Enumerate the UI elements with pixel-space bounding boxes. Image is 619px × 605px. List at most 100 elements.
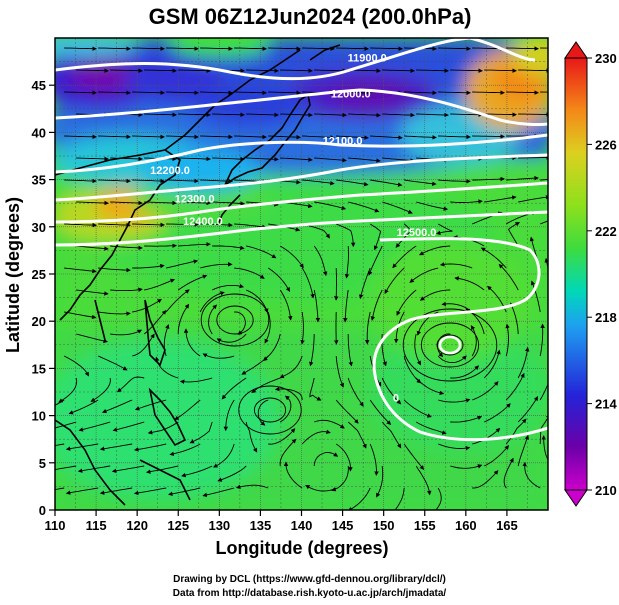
streamline	[336, 46, 369, 51]
streamline	[510, 302, 519, 335]
streamline	[438, 90, 471, 96]
streamline	[404, 179, 437, 186]
streamline	[65, 443, 99, 451]
streamline	[551, 302, 553, 334]
streamline	[403, 399, 432, 418]
streamline	[507, 222, 520, 247]
streamline	[251, 377, 281, 394]
streamline	[404, 90, 437, 96]
streamline	[392, 245, 417, 269]
contour-label: 12100.0	[323, 136, 363, 148]
streamline	[518, 68, 548, 73]
x-tick-label: 150	[373, 518, 395, 533]
streamline	[246, 245, 277, 259]
streamline	[450, 199, 483, 204]
streamline	[470, 325, 477, 357]
streamline	[343, 289, 349, 323]
streamline	[484, 68, 517, 73]
streamline	[300, 311, 305, 345]
streamline	[98, 355, 128, 371]
streamline	[503, 457, 514, 489]
streamline	[358, 267, 371, 300]
streamline	[347, 421, 367, 449]
streamline	[505, 323, 510, 357]
streamline	[202, 353, 235, 359]
streamline	[454, 276, 485, 291]
circulation-ring	[253, 397, 287, 423]
streamline	[144, 243, 177, 248]
streamline	[55, 399, 65, 406]
streamline	[314, 112, 347, 118]
streamline	[314, 419, 345, 429]
streamline	[435, 223, 453, 235]
streamline	[518, 195, 548, 203]
streamline	[99, 443, 133, 451]
streamline	[314, 68, 347, 74]
streamline	[213, 443, 235, 468]
streamline	[506, 46, 539, 51]
contour-label: 12500.0	[397, 227, 437, 239]
colorbar-tick-label: 218	[595, 310, 617, 325]
streamline	[376, 465, 384, 498]
streamline	[305, 485, 337, 492]
streamline	[132, 178, 165, 184]
streamline	[438, 179, 471, 184]
y-tick-label: 10	[32, 409, 46, 424]
streamline	[234, 223, 267, 230]
streamline	[472, 470, 499, 489]
streamline	[174, 399, 201, 420]
colorbar-tick-label: 222	[595, 224, 617, 239]
y-axis-ticks: 0 5 10 15 20 25 30 35 40 45	[32, 78, 55, 518]
streamline	[518, 155, 548, 160]
cyclone-center-contour	[438, 335, 462, 355]
streamline	[212, 283, 245, 291]
streamline	[234, 90, 267, 96]
streamline	[335, 355, 344, 388]
streamline	[437, 355, 467, 364]
x-axis-label: Longitude (degrees)	[215, 538, 388, 558]
y-tick-label: 20	[32, 314, 46, 329]
colorbar-tick-label: 210	[595, 483, 617, 498]
streamline	[102, 399, 133, 414]
streamline	[279, 438, 297, 467]
streamline	[280, 112, 313, 118]
y-tick-label: 5	[39, 456, 46, 471]
streamline	[246, 157, 279, 162]
streamline	[280, 157, 313, 162]
streamline	[110, 68, 143, 73]
streamline	[132, 298, 162, 313]
streamline	[212, 112, 245, 118]
streamline	[416, 201, 449, 211]
streamline	[212, 245, 245, 250]
streamline	[98, 222, 131, 228]
streamline	[169, 443, 201, 456]
streamline	[419, 289, 451, 301]
streamline	[168, 487, 201, 497]
streamline	[181, 465, 213, 478]
streamline	[370, 289, 383, 321]
streamline	[539, 413, 548, 445]
contour-label: 0	[393, 392, 399, 404]
colorbar-tick-label: 230	[595, 51, 617, 66]
streamline	[166, 134, 199, 140]
streamline	[313, 289, 321, 323]
y-tick-label: 0	[39, 503, 46, 518]
streamline	[301, 429, 331, 445]
x-tick-label: 155	[414, 518, 436, 533]
streamline	[348, 201, 380, 213]
streamline	[179, 377, 213, 384]
streamline	[111, 465, 145, 474]
colorbar-tick-label: 214	[595, 397, 617, 412]
y-axis-label: Latitude (degrees)	[3, 197, 23, 353]
streamline	[540, 220, 548, 225]
colorbar-tick-label: 226	[595, 137, 617, 152]
streamline	[279, 395, 292, 423]
streamline	[268, 134, 301, 140]
streamline	[369, 443, 379, 476]
streamline	[98, 134, 131, 140]
streamline	[384, 267, 405, 295]
streamline	[268, 428, 296, 445]
streamline	[178, 242, 211, 247]
streamline	[381, 377, 402, 405]
